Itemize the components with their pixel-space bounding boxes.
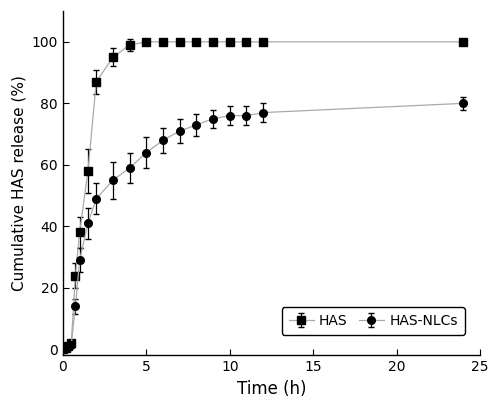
X-axis label: Time (h): Time (h): [237, 380, 306, 398]
Y-axis label: Cumulative HAS release (%): Cumulative HAS release (%): [11, 75, 26, 291]
Legend: HAS, HAS-NLCs: HAS, HAS-NLCs: [282, 307, 465, 335]
